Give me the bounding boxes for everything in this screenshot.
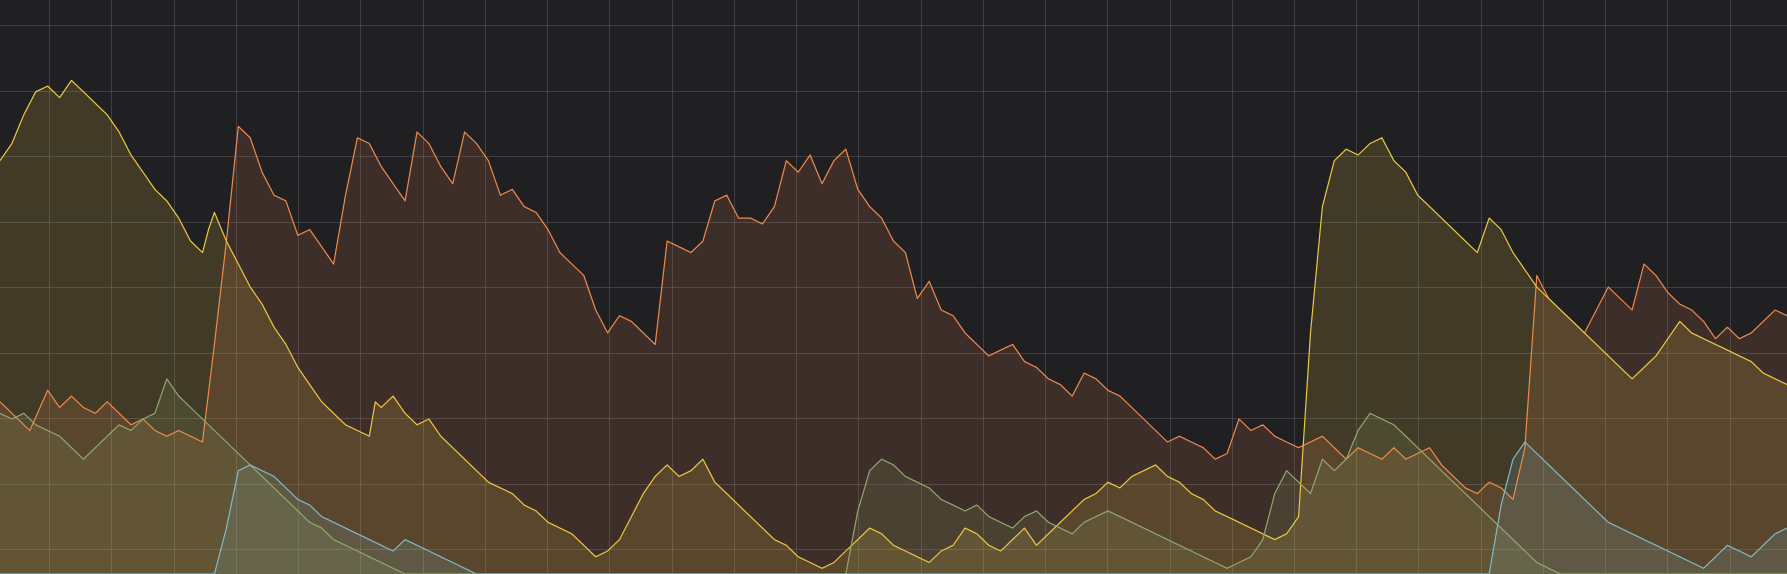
series-green-line — [0, 378, 1787, 574]
series-orange-area — [0, 126, 1787, 574]
series-yellow-area — [0, 80, 1787, 574]
series-yellow-line — [0, 79, 1787, 569]
series-green-area — [0, 378, 1787, 574]
series-lines — [0, 79, 1787, 574]
series-teal-area — [0, 442, 1787, 574]
series-areas — [0, 80, 1787, 574]
series-teal-line — [0, 441, 1787, 574]
series-orange-line — [0, 125, 1787, 500]
